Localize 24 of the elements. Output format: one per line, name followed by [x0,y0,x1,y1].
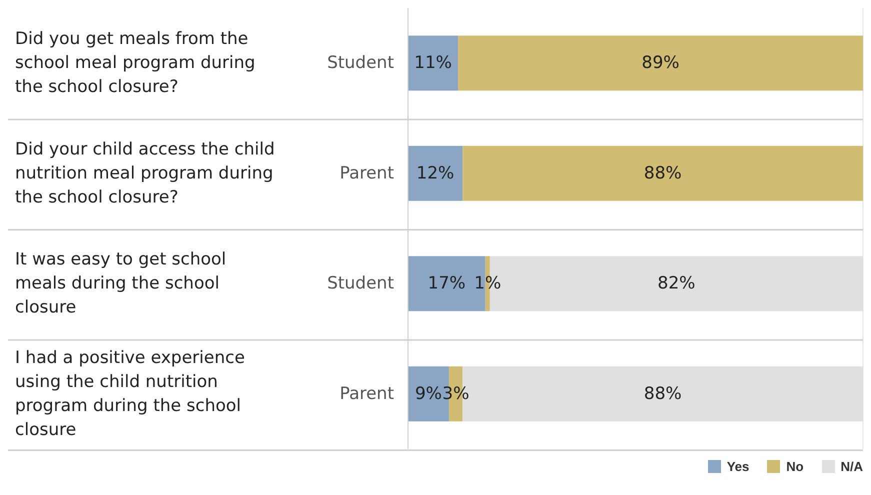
data-label: 88% [644,163,682,184]
bar [458,36,863,91]
data-label: 88% [644,384,682,404]
data-label: 17% [428,274,466,294]
y2-tick-label: Student [327,53,394,74]
bar [408,146,463,201]
y2-tick-label: Parent [340,384,394,404]
data-label: 12% [416,163,454,184]
bar [408,36,458,91]
y-tick-label: It was easy to get school meals during the school closure [15,250,226,318]
y2-tick-label: Parent [340,163,394,184]
data-label: 89% [642,53,680,74]
data-label: 11% [414,53,452,74]
legend-label: N/A [840,459,863,474]
y-tick-label: I had a positive experience using the child nutrition program during the school closure [15,348,245,440]
legend-label: Yes [726,459,750,474]
y2-tick-label: Student [327,274,394,294]
data-label: 82% [658,274,696,294]
legend-label: No [786,459,804,474]
data-label: 9% [414,384,442,404]
y-tick-label: Did you get meals from the school meal program during the school closure? [15,29,256,98]
bar [462,146,863,201]
y-tick-label: Did your child access the child nutrition meal program during the school closure? [15,139,275,208]
data-label: 1% [474,274,502,294]
